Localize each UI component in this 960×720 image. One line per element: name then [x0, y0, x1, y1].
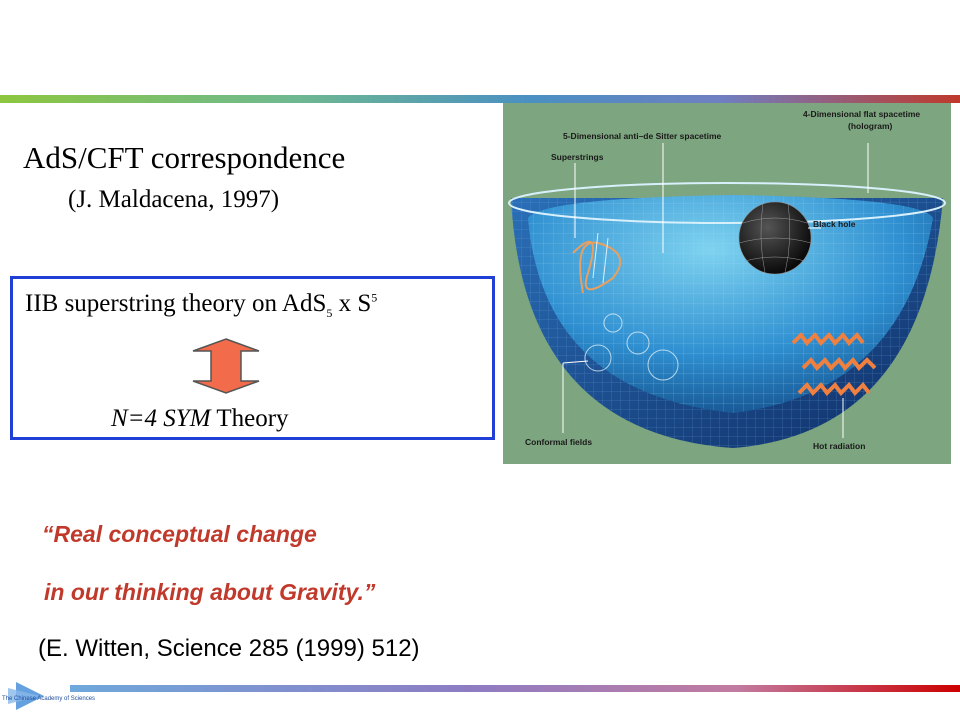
- theory-duality-box: IIB superstring theory on AdS5 x S5 N=4 …: [10, 276, 495, 440]
- slide-title: AdS/CFT correspondence: [23, 140, 346, 175]
- iib-superstring-line: IIB superstring theory on AdS5 x S5: [25, 290, 377, 321]
- double-arrow-icon: [192, 338, 260, 394]
- ads-dimension-subscript: 5: [326, 306, 333, 320]
- iib-text: IIB superstring theory on AdS: [25, 290, 327, 317]
- times-s-text: x S: [332, 290, 372, 317]
- witten-quote-line-1: “Real conceptual change: [42, 521, 317, 547]
- cas-logo-text: The Chinese Academy of Sciences: [2, 696, 96, 702]
- label-hologram: (hologram): [848, 121, 893, 131]
- bowl-rim: [508, 182, 946, 224]
- theory-word: Theory: [210, 405, 289, 432]
- witten-quote-line-2: in our thinking about Gravity.”: [44, 579, 376, 605]
- radiation-wave-1: [791, 331, 865, 347]
- superstring-loop: [572, 240, 622, 294]
- radiation-wave-3: [797, 381, 871, 397]
- label-superstrings: Superstrings: [551, 152, 604, 162]
- ads-space-illustration: 4-Dimensional flat spacetime (hologram) …: [503, 103, 951, 464]
- n4-sym-text: N=4 SYM: [111, 405, 211, 432]
- footer-gradient-bar: [70, 685, 960, 692]
- label-conformal-fields: Conformal fields: [525, 437, 592, 447]
- label-hot-radiation: Hot radiation: [813, 441, 865, 451]
- cas-logo-icon: [8, 682, 44, 710]
- slide-subtitle: (J. Maldacena, 1997): [68, 186, 280, 213]
- header-gradient-bar: [0, 95, 960, 103]
- sym-theory-line: N=4 SYM Theory: [111, 405, 289, 433]
- sphere-dimension-superscript: 5: [371, 290, 378, 305]
- label-ads5-spacetime: 5-Dimensional anti–de Sitter spacetime: [563, 131, 722, 141]
- label-black-hole: Black hole: [813, 219, 856, 229]
- label-flat-spacetime: 4-Dimensional flat spacetime: [803, 109, 920, 119]
- citation-reference: (E. Witten, Science 285 (1999) 512): [38, 635, 420, 662]
- radiation-wave-2: [801, 356, 877, 372]
